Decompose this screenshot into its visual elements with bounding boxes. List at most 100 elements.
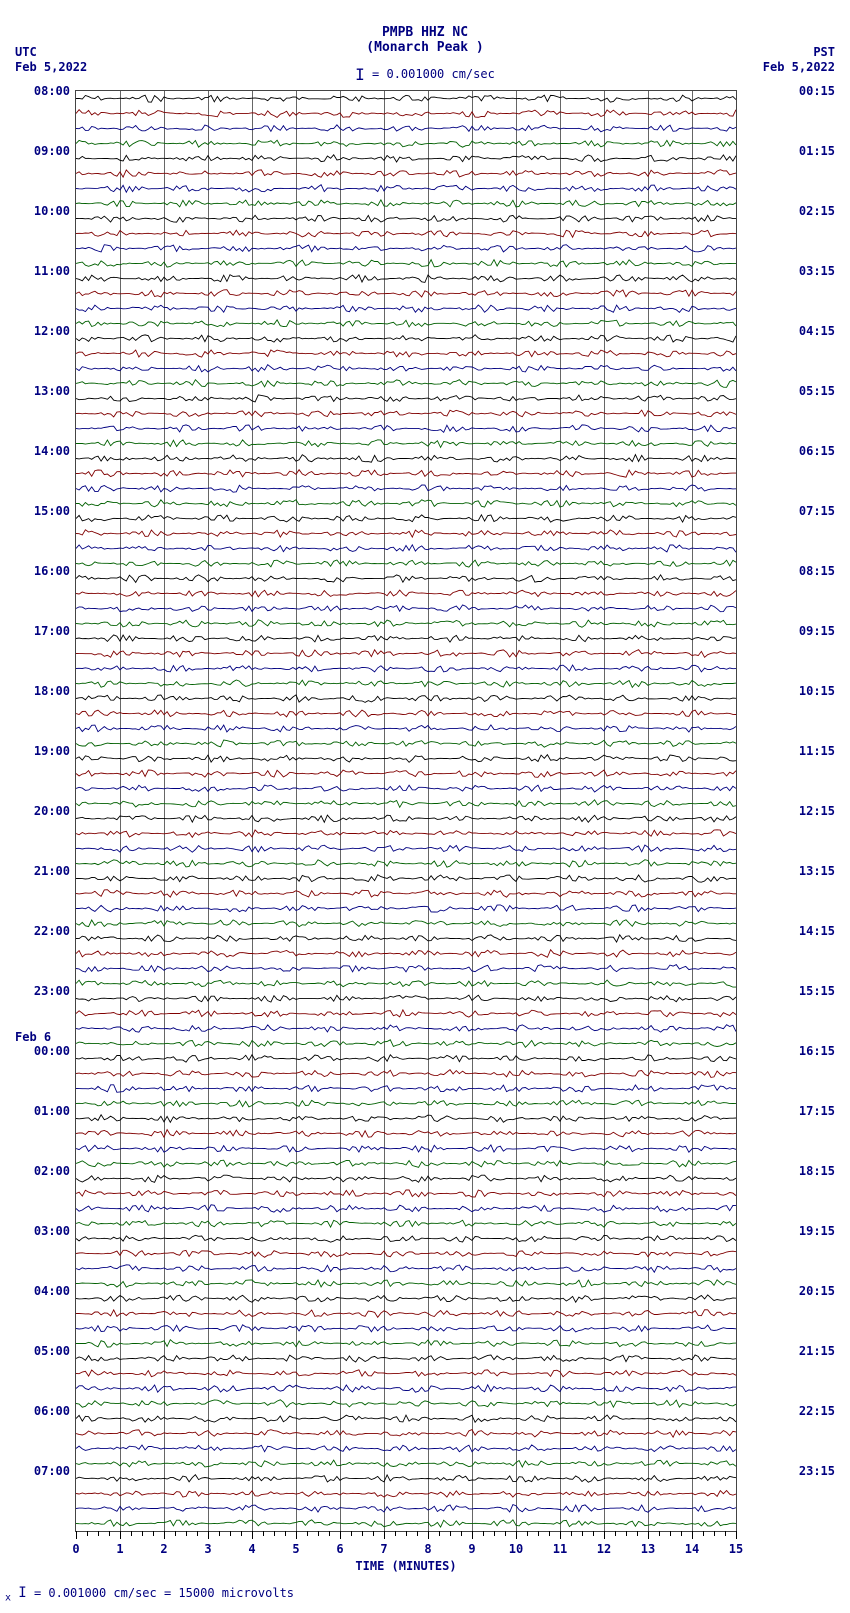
utc-time-label: 20:00: [15, 804, 70, 818]
pst-time-label: 15:15: [799, 984, 835, 998]
seismic-trace: [76, 631, 736, 646]
seismic-trace: [76, 316, 736, 331]
utc-time-label: 01:00: [15, 1104, 70, 1118]
pst-time-label: 19:15: [799, 1224, 835, 1238]
seismic-trace: [76, 691, 736, 706]
x-tick-label: 10: [509, 1542, 523, 1556]
seismic-trace: [76, 181, 736, 196]
seismic-trace: [76, 1426, 736, 1441]
seismic-trace: [76, 136, 736, 151]
seismogram-plot: TIME (MINUTES) 0123456789101112131415: [75, 90, 737, 1532]
seismic-trace: [76, 1081, 736, 1096]
x-tick-label: 3: [204, 1542, 211, 1556]
x-tick-label: 0: [72, 1542, 79, 1556]
seismic-trace: [76, 556, 736, 571]
utc-label: UTC: [15, 45, 37, 59]
seismic-trace: [76, 1036, 736, 1051]
seismic-trace: [76, 646, 736, 661]
utc-time-label: 21:00: [15, 864, 70, 878]
pst-date: Feb 5,2022: [763, 60, 835, 74]
seismic-trace: [76, 751, 736, 766]
seismic-trace: [76, 1096, 736, 1111]
utc-time-label: 18:00: [15, 684, 70, 698]
seismic-trace: [76, 1351, 736, 1366]
seismic-trace: [76, 841, 736, 856]
seismic-trace: [76, 1156, 736, 1171]
seismic-trace: [76, 376, 736, 391]
seismic-trace: [76, 151, 736, 166]
utc-time-label: 13:00: [15, 384, 70, 398]
utc-time-label: 17:00: [15, 624, 70, 638]
pst-time-label: 20:15: [799, 1284, 835, 1298]
utc-time-label: 19:00: [15, 744, 70, 758]
seismic-trace: [76, 586, 736, 601]
seismic-trace: [76, 796, 736, 811]
pst-time-label: 08:15: [799, 564, 835, 578]
seismic-trace: [76, 241, 736, 256]
seismic-trace: [76, 1501, 736, 1516]
pst-label: PST: [813, 45, 835, 59]
seismic-trace: [76, 1276, 736, 1291]
pst-time-label: 14:15: [799, 924, 835, 938]
seismic-trace: [76, 526, 736, 541]
pst-time-label: 16:15: [799, 1044, 835, 1058]
station-subtitle: (Monarch Peak ): [0, 40, 850, 55]
x-axis-title: TIME (MINUTES): [76, 1559, 736, 1573]
seismic-trace: [76, 1186, 736, 1201]
utc-date: Feb 5,2022: [15, 60, 87, 74]
pst-time-label: 04:15: [799, 324, 835, 338]
utc-time-label: 15:00: [15, 504, 70, 518]
seismic-trace: [76, 1231, 736, 1246]
seismic-trace: [76, 196, 736, 211]
seismic-trace: [76, 1051, 736, 1066]
seismic-trace: [76, 826, 736, 841]
seismic-trace: [76, 601, 736, 616]
seismic-trace: [76, 901, 736, 916]
scale-value: = 0.001000 cm/sec: [372, 67, 495, 81]
seismic-trace: [76, 541, 736, 556]
seismic-trace: [76, 1381, 736, 1396]
seismic-trace: [76, 346, 736, 361]
utc-time-label: 03:00: [15, 1224, 70, 1238]
seismogram-container: PMPB HHZ NC (Monarch Peak ) I = 0.001000…: [0, 0, 850, 1613]
seismic-trace: [76, 1486, 736, 1501]
seismic-trace: [76, 1216, 736, 1231]
seismic-trace: [76, 1306, 736, 1321]
pst-time-label: 07:15: [799, 504, 835, 518]
seismic-trace: [76, 106, 736, 121]
seismic-trace: [76, 676, 736, 691]
seismic-trace: [76, 976, 736, 991]
x-tick-label: 6: [336, 1542, 343, 1556]
pst-time-label: 17:15: [799, 1104, 835, 1118]
utc-time-label: 02:00: [15, 1164, 70, 1178]
seismic-trace: [76, 616, 736, 631]
pst-time-label: 22:15: [799, 1404, 835, 1418]
x-tick-label: 2: [160, 1542, 167, 1556]
left-date-label: Feb 6: [15, 1030, 51, 1044]
seismic-trace: [76, 1471, 736, 1486]
seismic-trace: [76, 1171, 736, 1186]
seismic-trace: [76, 1456, 736, 1471]
seismic-trace: [76, 406, 736, 421]
seismic-trace: [76, 421, 736, 436]
seismic-trace: [76, 211, 736, 226]
seismic-trace: [76, 1006, 736, 1021]
seismic-trace: [76, 946, 736, 961]
seismic-trace: [76, 1321, 736, 1336]
seismic-trace: [76, 766, 736, 781]
utc-time-label: 16:00: [15, 564, 70, 578]
seismic-trace: [76, 1126, 736, 1141]
pst-time-label: 05:15: [799, 384, 835, 398]
pst-time-label: 13:15: [799, 864, 835, 878]
station-title: PMPB HHZ NC: [0, 25, 850, 40]
utc-time-label: 12:00: [15, 324, 70, 338]
utc-time-label: 11:00: [15, 264, 70, 278]
footer-text: = 0.001000 cm/sec = 15000 microvolts: [34, 1586, 294, 1600]
pst-time-label: 12:15: [799, 804, 835, 818]
seismic-trace: [76, 571, 736, 586]
seismic-trace: [76, 286, 736, 301]
seismic-trace: [76, 1066, 736, 1081]
seismic-trace: [76, 331, 736, 346]
utc-time-label: 04:00: [15, 1284, 70, 1298]
pst-time-label: 00:15: [799, 84, 835, 98]
